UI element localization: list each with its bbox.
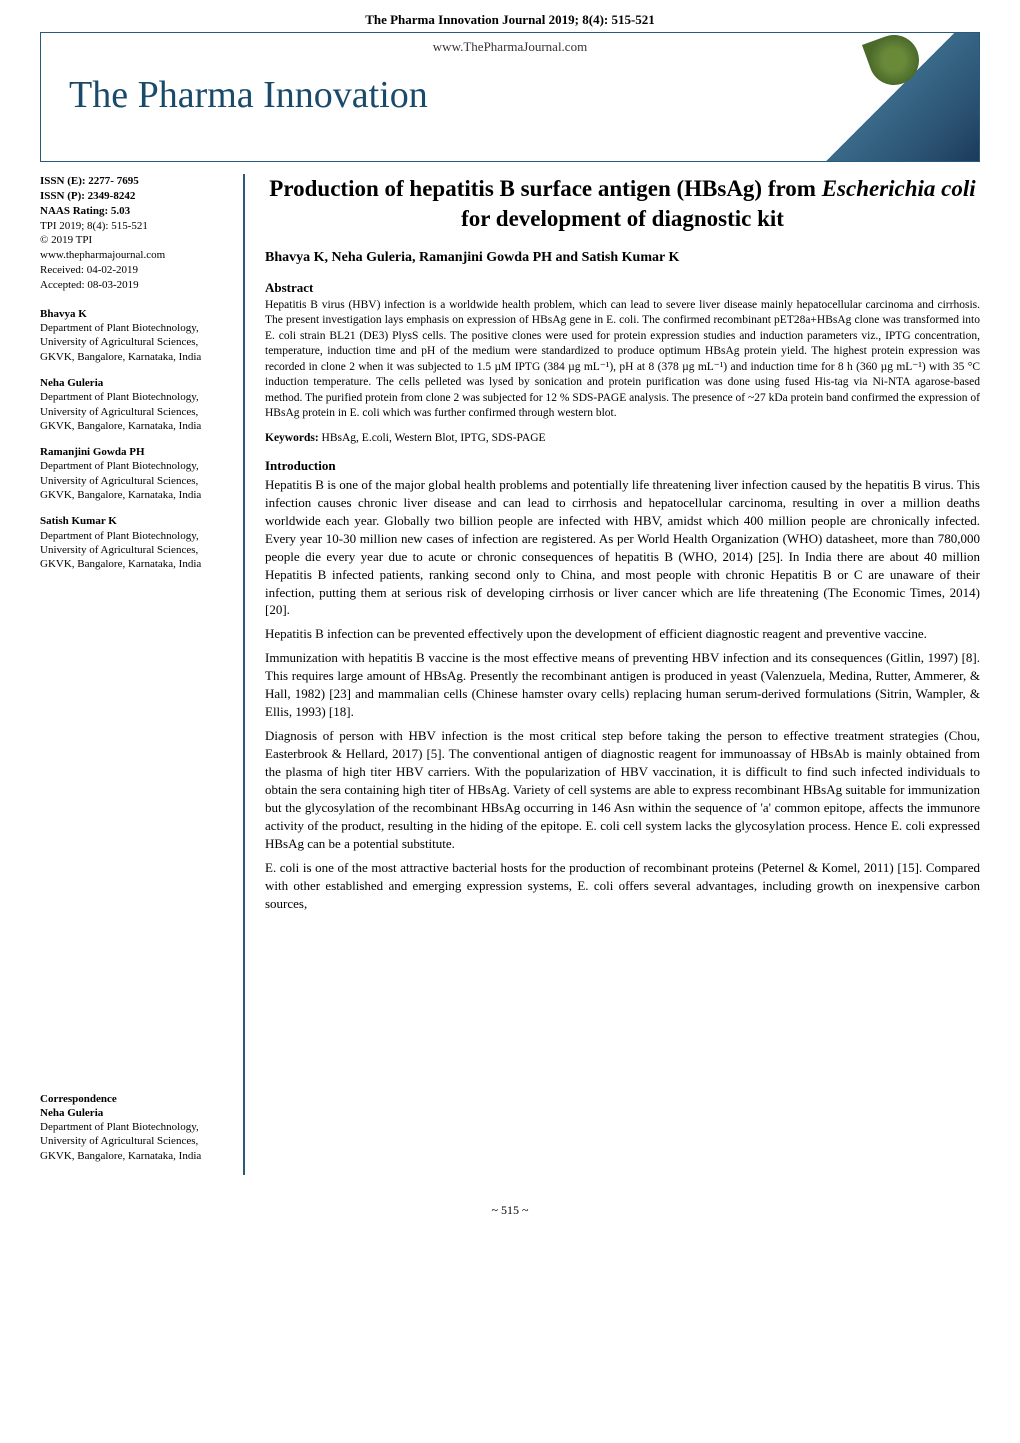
introduction-heading: Introduction: [265, 458, 980, 474]
author-name: Neha Guleria: [40, 376, 233, 390]
author-name: Ramanjini Gowda PH: [40, 445, 233, 459]
title-part2: for development of diagnostic kit: [461, 206, 784, 231]
intro-para: E. coli is one of the most attractive ba…: [265, 859, 980, 913]
author-block: Bhavya K Department of Plant Biotechnolo…: [40, 307, 233, 364]
author-affiliation: Department of Plant Biotechnology, Unive…: [40, 459, 233, 502]
received-date: Received: 04-02-2019: [40, 263, 233, 278]
title-part1: Production of hepatitis B surface antige…: [269, 176, 821, 201]
intro-para: Hepatitis B infection can be prevented e…: [265, 625, 980, 643]
keywords: Keywords: HBsAg, E.coli, Western Blot, I…: [265, 432, 980, 444]
issn-e: ISSN (E): 2277- 7695: [40, 174, 233, 189]
keywords-text: HBsAg, E.coli, Western Blot, IPTG, SDS-P…: [322, 432, 546, 444]
title-italic: Escherichia coli: [822, 176, 976, 201]
main-content-wrap: ISSN (E): 2277- 7695 ISSN (P): 2349-8242…: [0, 174, 1020, 1195]
main-content: Production of hepatitis B surface antige…: [259, 174, 980, 1175]
sidebar: ISSN (E): 2277- 7695 ISSN (P): 2349-8242…: [40, 174, 245, 1175]
paper-title: Production of hepatitis B surface antige…: [265, 174, 980, 234]
author-block: Ramanjini Gowda PH Department of Plant B…: [40, 445, 233, 502]
author-block: Satish Kumar K Department of Plant Biote…: [40, 514, 233, 571]
accepted-date: Accepted: 08-03-2019: [40, 278, 233, 293]
issn-p: ISSN (P): 2349-8242: [40, 189, 233, 204]
keywords-label: Keywords:: [265, 432, 322, 444]
correspondence-label: Correspondence: [40, 1092, 233, 1106]
author-affiliation: Department of Plant Biotechnology, Unive…: [40, 529, 233, 572]
copyright: © 2019 TPI: [40, 233, 233, 248]
author-affiliation: Department of Plant Biotechnology, Unive…: [40, 321, 233, 364]
correspondence-block: Correspondence Neha Guleria Department o…: [40, 1092, 233, 1163]
journal-meta: ISSN (E): 2277- 7695 ISSN (P): 2349-8242…: [40, 174, 233, 293]
author-name: Bhavya K: [40, 307, 233, 321]
tpi-vol: TPI 2019; 8(4): 515-521: [40, 219, 233, 234]
abstract-heading: Abstract: [265, 280, 980, 296]
correspondence-name: Neha Guleria: [40, 1106, 233, 1120]
journal-banner: www.ThePharmaJournal.com The Pharma Inno…: [40, 32, 980, 162]
intro-para: Immunization with hepatitis B vaccine is…: [265, 649, 980, 721]
naas-rating: NAAS Rating: 5.03: [40, 204, 233, 219]
website: www.thepharmajournal.com: [40, 248, 233, 263]
page-number: ~ 515 ~: [0, 1195, 1020, 1226]
author-affiliation: Department of Plant Biotechnology, Unive…: [40, 390, 233, 433]
authors-line: Bhavya K, Neha Guleria, Ramanjini Gowda …: [265, 250, 980, 266]
author-name: Satish Kumar K: [40, 514, 233, 528]
abstract-text: Hepatitis B virus (HBV) infection is a w…: [265, 298, 980, 422]
journal-header: The Pharma Innovation Journal 2019; 8(4)…: [0, 0, 1020, 32]
correspondence-affiliation: Department of Plant Biotechnology, Unive…: [40, 1120, 233, 1163]
intro-para: Hepatitis B is one of the major global h…: [265, 476, 980, 620]
author-block: Neha Guleria Department of Plant Biotech…: [40, 376, 233, 433]
intro-para: Diagnosis of person with HBV infection i…: [265, 727, 980, 853]
